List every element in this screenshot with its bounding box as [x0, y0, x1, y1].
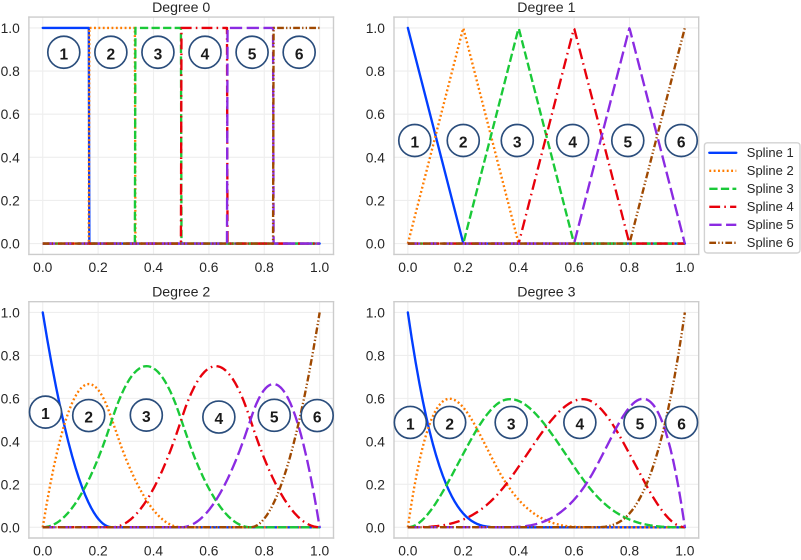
svg-text:0.4: 0.4 [1, 433, 21, 449]
svg-text:1: 1 [406, 416, 415, 433]
svg-text:0.4: 0.4 [509, 259, 529, 275]
svg-text:0.6: 0.6 [199, 543, 219, 559]
svg-text:6: 6 [295, 46, 304, 63]
svg-text:2: 2 [459, 135, 468, 152]
svg-text:0.8: 0.8 [1, 347, 21, 363]
svg-text:6: 6 [677, 416, 686, 433]
svg-text:Degree 3: Degree 3 [517, 284, 575, 300]
svg-text:0.4: 0.4 [366, 433, 386, 449]
svg-text:1.0: 1.0 [1, 304, 21, 320]
svg-text:Degree 1: Degree 1 [517, 0, 575, 16]
svg-text:0.2: 0.2 [366, 476, 385, 492]
svg-text:0.0: 0.0 [366, 519, 386, 535]
svg-text:1: 1 [41, 406, 50, 423]
svg-text:0.6: 0.6 [366, 106, 386, 122]
svg-text:0.0: 0.0 [398, 259, 418, 275]
svg-text:5: 5 [623, 135, 632, 152]
svg-text:0.6: 0.6 [564, 259, 584, 275]
svg-text:1.0: 1.0 [310, 543, 330, 559]
svg-text:0.0: 0.0 [1, 519, 21, 535]
svg-text:Spline 5: Spline 5 [747, 217, 794, 232]
svg-text:0.8: 0.8 [620, 543, 640, 559]
svg-text:5: 5 [248, 46, 257, 63]
svg-text:3: 3 [507, 416, 516, 433]
svg-text:1.0: 1.0 [1, 20, 21, 36]
svg-text:0.8: 0.8 [620, 259, 640, 275]
svg-text:Degree 0: Degree 0 [152, 0, 210, 16]
svg-text:0.8: 0.8 [255, 259, 275, 275]
svg-text:6: 6 [677, 135, 686, 152]
svg-text:1.0: 1.0 [366, 304, 386, 320]
svg-text:Spline 2: Spline 2 [747, 163, 794, 178]
svg-text:0.2: 0.2 [89, 259, 108, 275]
svg-text:4: 4 [215, 411, 224, 428]
svg-text:1.0: 1.0 [675, 543, 695, 559]
svg-text:0.2: 0.2 [454, 543, 473, 559]
svg-text:4: 4 [576, 416, 585, 433]
svg-text:0.6: 0.6 [199, 259, 219, 275]
svg-text:Spline 1: Spline 1 [747, 145, 794, 160]
svg-text:0.4: 0.4 [144, 543, 164, 559]
svg-text:0.2: 0.2 [454, 259, 473, 275]
svg-text:0.8: 0.8 [255, 543, 275, 559]
svg-text:Spline 4: Spline 4 [747, 199, 794, 214]
svg-text:1.0: 1.0 [366, 20, 386, 36]
svg-text:0.6: 0.6 [1, 106, 21, 122]
svg-text:2: 2 [445, 416, 454, 433]
svg-text:4: 4 [201, 46, 210, 63]
svg-text:2: 2 [107, 46, 116, 63]
svg-text:0.6: 0.6 [366, 390, 386, 406]
svg-text:Spline 3: Spline 3 [747, 181, 794, 196]
svg-text:5: 5 [636, 416, 645, 433]
svg-text:0.6: 0.6 [564, 543, 584, 559]
svg-text:0.2: 0.2 [1, 476, 20, 492]
svg-text:3: 3 [142, 409, 151, 426]
svg-text:2: 2 [84, 410, 93, 427]
svg-text:Spline 6: Spline 6 [747, 235, 794, 250]
svg-text:0.2: 0.2 [1, 192, 20, 208]
svg-text:0.2: 0.2 [89, 543, 108, 559]
svg-text:0.0: 0.0 [33, 543, 53, 559]
svg-text:6: 6 [313, 410, 322, 427]
svg-text:0.0: 0.0 [398, 543, 418, 559]
svg-text:0.4: 0.4 [366, 149, 386, 165]
svg-text:0.8: 0.8 [1, 63, 21, 79]
svg-text:0.2: 0.2 [366, 192, 385, 208]
svg-text:3: 3 [513, 135, 522, 152]
svg-text:0.0: 0.0 [1, 236, 21, 252]
svg-text:0.8: 0.8 [366, 63, 386, 79]
svg-text:1.0: 1.0 [310, 259, 330, 275]
svg-text:0.8: 0.8 [366, 347, 386, 363]
svg-text:Degree 2: Degree 2 [152, 284, 210, 300]
svg-text:5: 5 [270, 409, 279, 426]
svg-text:1.0: 1.0 [675, 259, 695, 275]
svg-text:0.4: 0.4 [144, 259, 164, 275]
svg-text:0.0: 0.0 [33, 259, 53, 275]
svg-text:0.0: 0.0 [366, 236, 386, 252]
svg-text:0.6: 0.6 [1, 390, 21, 406]
svg-text:0.4: 0.4 [509, 543, 529, 559]
svg-text:4: 4 [568, 135, 577, 152]
svg-text:1: 1 [410, 135, 419, 152]
svg-text:1: 1 [59, 46, 68, 63]
svg-text:0.4: 0.4 [1, 149, 21, 165]
svg-text:3: 3 [154, 46, 163, 63]
